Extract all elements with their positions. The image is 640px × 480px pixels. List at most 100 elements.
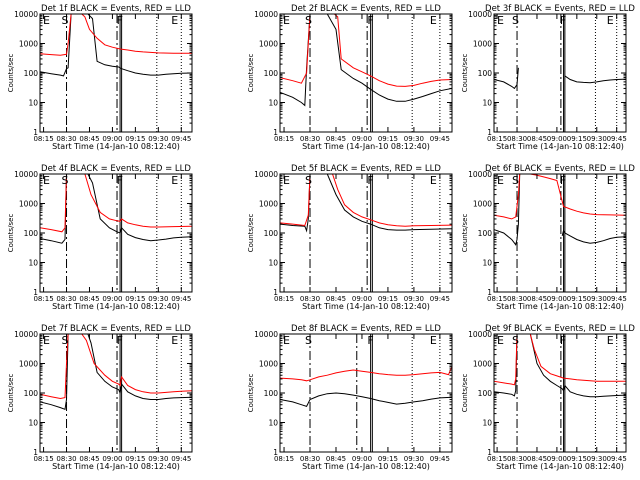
- x-tick-label: 09:15: [378, 135, 398, 143]
- x-tick-label: 09:30: [587, 455, 607, 463]
- event-marker-label: E: [497, 174, 504, 187]
- plot-area: [280, 334, 452, 452]
- x-tick-label: 09:15: [567, 455, 587, 463]
- event-marker-label: F: [367, 174, 373, 187]
- x-tick-label: 08:30: [56, 135, 76, 143]
- series-line-events-2: [564, 75, 626, 84]
- plot-area: [494, 334, 626, 452]
- series-line-lld-2: [40, 14, 192, 56]
- chart-title: Det 1f BLACK = Events, RED = LLD: [41, 4, 191, 14]
- y-tick-label: 10000: [14, 10, 38, 19]
- y-tick-label: 1000: [19, 40, 38, 49]
- chart-title: Det 4f BLACK = Events, RED = LLD: [41, 164, 191, 174]
- chart-title: Det 2f BLACK = Events, RED = LLD: [291, 4, 441, 14]
- x-tick-label: 09:45: [171, 295, 191, 303]
- plot-area: [280, 14, 452, 132]
- event-marker-label: E: [430, 14, 437, 27]
- x-tick-label: 08:45: [326, 455, 346, 463]
- y-tick-label: 1000: [473, 40, 492, 49]
- x-tick-label: 09:15: [125, 295, 145, 303]
- chart-title: Det 7f BLACK = Events, RED = LLD: [41, 324, 191, 334]
- y-tick-label: 10000: [254, 10, 278, 19]
- x-axis-label: Start Time (14-Jan-10 08:12:40): [496, 462, 624, 471]
- x-axis-label: Start Time (14-Jan-10 08:12:40): [302, 462, 430, 471]
- x-tick-label: 09:30: [148, 455, 168, 463]
- chart-panel-7: Det 7f BLACK = Events, RED = LLD 1 10 100 10…: [7, 324, 193, 471]
- event-marker-label: S: [512, 174, 519, 187]
- y-axis-label: Counts/sec: [7, 54, 15, 93]
- x-tick-label: 08:15: [487, 455, 507, 463]
- x-axis-label: Start Time (14-Jan-10 08:12:40): [52, 302, 180, 311]
- x-tick-label: 09:15: [567, 135, 587, 143]
- x-tick-label: 08:45: [527, 295, 547, 303]
- y-tick-label: 1000: [259, 40, 278, 49]
- plot-area: [40, 174, 192, 292]
- y-tick-label: 10000: [468, 170, 492, 179]
- event-marker-label: F: [117, 334, 123, 347]
- x-tick-label: 09:00: [102, 295, 122, 303]
- event-marker-label: S: [62, 14, 69, 27]
- x-tick-label: 08:45: [79, 135, 99, 143]
- event-marker-label: E: [607, 334, 614, 347]
- x-tick-label: 08:45: [79, 295, 99, 303]
- event-marker-label: E: [283, 334, 290, 347]
- event-marker-label: S: [512, 14, 519, 27]
- y-axis-label: Counts/sec: [461, 214, 469, 253]
- y-axis-label: Counts/sec: [247, 54, 255, 93]
- x-tick-label: 09:00: [547, 135, 567, 143]
- y-tick-label: 100: [24, 229, 39, 238]
- event-marker-label: E: [283, 174, 290, 187]
- event-marker-label: F: [560, 174, 566, 187]
- x-tick-label: 08:30: [300, 135, 320, 143]
- x-tick-label: 08:15: [274, 295, 294, 303]
- x-tick-label: 08:45: [326, 295, 346, 303]
- event-marker-label: S: [305, 14, 312, 27]
- x-tick-label: 09:45: [430, 135, 450, 143]
- y-tick-label: 10: [482, 419, 492, 428]
- plot-area: [40, 334, 192, 452]
- event-marker-label: F: [117, 174, 123, 187]
- chart-title: Det 9f BLACK = Events, RED = LLD: [485, 324, 635, 334]
- y-tick-label: 1: [273, 128, 278, 137]
- event-marker-label: S: [62, 174, 69, 187]
- x-axis-label: Start Time (14-Jan-10 08:12:40): [496, 142, 624, 151]
- series-line-lld-2: [280, 366, 452, 382]
- x-axis-label: Start Time (14-Jan-10 08:12:40): [52, 462, 180, 471]
- x-tick-label: 09:30: [404, 455, 424, 463]
- y-tick-label: 100: [264, 229, 279, 238]
- y-tick-label: 10: [482, 99, 492, 108]
- y-tick-label: 10: [268, 259, 278, 268]
- plot-area: [494, 14, 626, 132]
- event-marker-label: E: [497, 334, 504, 347]
- series-line-lld-2: [280, 14, 452, 87]
- x-tick-label: 09:00: [102, 455, 122, 463]
- chart-panel-1: Det 1f BLACK = Events, RED = LLD 1 10 100 10…: [7, 4, 193, 151]
- x-tick-label: 08:30: [300, 455, 320, 463]
- y-tick-label: 10: [28, 259, 38, 268]
- x-tick-label: 09:45: [171, 135, 191, 143]
- chart-panel-6: Det 6f BLACK = Events, RED = LLD 1 10 100 10…: [461, 164, 635, 311]
- series-line-lld-3: [494, 174, 626, 220]
- chart-panel-2: Det 2f BLACK = Events, RED = LLD 1 10 100 10…: [247, 4, 453, 151]
- x-tick-label: 08:15: [33, 295, 53, 303]
- y-tick-label: 1000: [473, 360, 492, 369]
- y-axis-label: Counts/sec: [7, 214, 15, 253]
- series-line-events-2: [561, 229, 626, 244]
- chart-panel-5: Det 5f BLACK = Events, RED = LLD 1 10 100 10…: [247, 164, 453, 311]
- plot-frame: [493, 333, 627, 453]
- y-tick-label: 10000: [468, 10, 492, 19]
- x-tick-label: 09:30: [148, 295, 168, 303]
- x-tick-label: 08:15: [487, 295, 507, 303]
- chart-panel-8: Det 8f BLACK = Events, RED = LLD 1 10 100 10…: [247, 324, 453, 471]
- x-tick-label: 08:45: [527, 135, 547, 143]
- y-tick-label: 1: [487, 288, 492, 297]
- y-tick-label: 1: [33, 448, 38, 457]
- y-tick-label: 10000: [254, 170, 278, 179]
- y-axis-label: Counts/sec: [7, 374, 15, 413]
- event-marker-label: E: [171, 174, 178, 187]
- event-marker-label: E: [43, 334, 50, 347]
- x-tick-label: 08:30: [300, 295, 320, 303]
- plot-area: [494, 174, 626, 292]
- event-marker-label: F: [117, 14, 123, 27]
